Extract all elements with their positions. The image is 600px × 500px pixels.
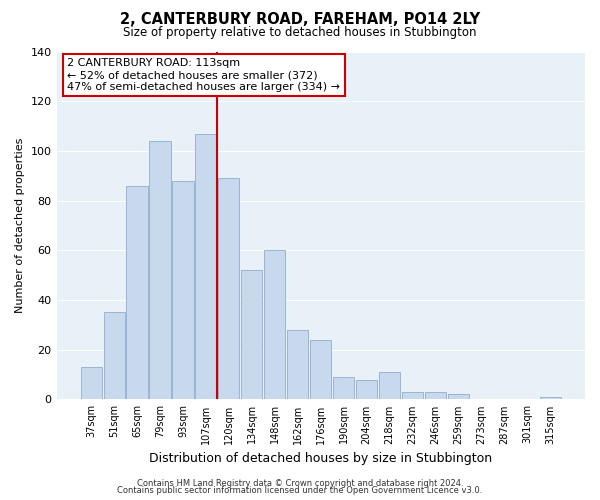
Bar <box>310 340 331 400</box>
Text: Size of property relative to detached houses in Stubbington: Size of property relative to detached ho… <box>123 26 477 39</box>
Bar <box>540 397 561 400</box>
Text: Contains HM Land Registry data © Crown copyright and database right 2024.: Contains HM Land Registry data © Crown c… <box>137 478 463 488</box>
Bar <box>379 372 400 400</box>
Bar <box>425 392 446 400</box>
Bar <box>241 270 262 400</box>
Bar <box>218 178 239 400</box>
Bar <box>172 180 194 400</box>
Bar <box>149 141 170 400</box>
Bar <box>196 134 217 400</box>
Bar <box>448 394 469 400</box>
Bar <box>356 380 377 400</box>
X-axis label: Distribution of detached houses by size in Stubbington: Distribution of detached houses by size … <box>149 452 493 465</box>
Bar <box>333 377 354 400</box>
Bar <box>402 392 423 400</box>
Bar <box>264 250 286 400</box>
Text: 2, CANTERBURY ROAD, FAREHAM, PO14 2LY: 2, CANTERBURY ROAD, FAREHAM, PO14 2LY <box>120 12 480 28</box>
Bar <box>80 367 101 400</box>
Bar <box>127 186 148 400</box>
Text: 2 CANTERBURY ROAD: 113sqm
← 52% of detached houses are smaller (372)
47% of semi: 2 CANTERBURY ROAD: 113sqm ← 52% of detac… <box>67 58 340 92</box>
Bar <box>287 330 308 400</box>
Bar <box>104 312 125 400</box>
Y-axis label: Number of detached properties: Number of detached properties <box>15 138 25 313</box>
Text: Contains public sector information licensed under the Open Government Licence v3: Contains public sector information licen… <box>118 486 482 495</box>
